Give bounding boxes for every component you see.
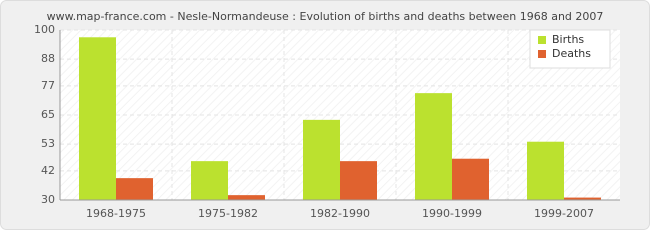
legend-label: Births [552, 33, 584, 46]
x-tick-label: 1999-2007 [534, 207, 594, 220]
x-tick-label: 1982-1990 [310, 207, 370, 220]
bar [527, 141, 564, 200]
chart: www.map-france.com - Nesle-Normandeuse :… [0, 0, 650, 230]
y-tick-label: 100 [34, 23, 55, 36]
bar [79, 37, 116, 201]
bar [564, 197, 601, 200]
y-tick-label: 42 [41, 164, 55, 177]
bar [116, 178, 153, 200]
bar [303, 119, 340, 200]
bar [228, 195, 265, 200]
y-tick-label: 53 [41, 137, 55, 150]
x-tick-label: 1968-1975 [86, 207, 146, 220]
x-tick-label: 1975-1982 [198, 207, 258, 220]
bar [191, 161, 228, 200]
y-tick-label: 77 [41, 79, 55, 92]
legend-label: Deaths [552, 47, 591, 60]
y-tick-label: 30 [41, 193, 55, 206]
bar [415, 93, 452, 200]
bar [340, 161, 377, 200]
legend-swatch [538, 36, 546, 44]
x-tick-label: 1990-1999 [422, 207, 482, 220]
bar [452, 158, 489, 200]
legend-swatch [538, 50, 546, 58]
chart-title: www.map-france.com - Nesle-Normandeuse :… [47, 10, 604, 23]
y-tick-label: 65 [41, 108, 55, 121]
y-tick-label: 88 [41, 52, 55, 65]
